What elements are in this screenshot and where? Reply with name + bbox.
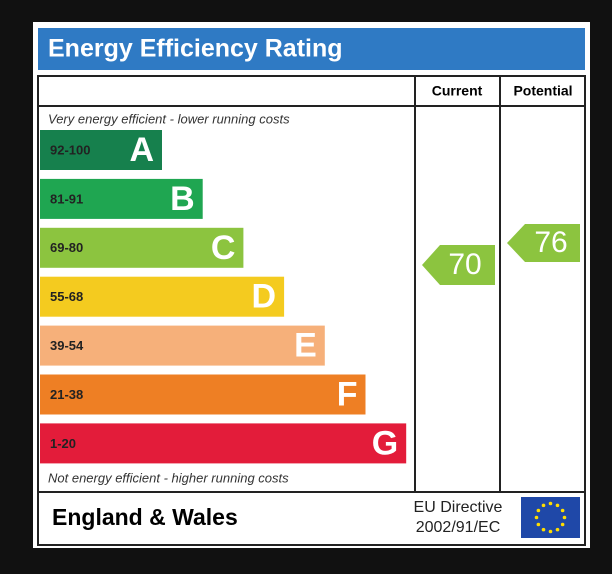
current-arrow <box>422 245 495 285</box>
directive: EU Directive <box>414 499 503 516</box>
eu-stars <box>534 501 567 534</box>
title-bar <box>38 28 585 70</box>
band <box>40 178 203 219</box>
band <box>40 227 244 268</box>
star <box>560 508 565 513</box>
band-letter: A <box>129 131 154 169</box>
band-letter: D <box>252 278 277 316</box>
column-header: Potential <box>513 83 572 99</box>
band <box>40 276 285 317</box>
band <box>40 325 325 366</box>
star <box>555 527 560 532</box>
star <box>536 522 541 527</box>
band <box>40 374 366 415</box>
star <box>560 522 565 527</box>
band-letter: E <box>294 327 317 365</box>
star <box>541 503 546 508</box>
star <box>562 515 567 520</box>
band-letter: C <box>211 229 236 267</box>
top-note: Very energy efficient - lower running co… <box>48 111 290 126</box>
band-letter: F <box>337 375 358 413</box>
title: Energy Efficiency Rating <box>48 35 343 63</box>
bands: 92-100 A 81-91 B 69-80 C 55-68 D 39-54 E 21-38 F 1-2… <box>40 130 407 464</box>
region: England & Wales <box>52 504 238 530</box>
band <box>40 130 162 170</box>
directive: 2002/91/EC <box>416 519 501 536</box>
potential-rating: 76 <box>534 226 567 259</box>
star <box>548 501 553 506</box>
band-range: 21-38 <box>50 387 83 402</box>
band <box>40 423 407 464</box>
potential-arrow <box>507 224 580 262</box>
band-range: 92-100 <box>50 142 90 157</box>
current-rating: 70 <box>448 248 481 281</box>
table-border <box>37 75 586 546</box>
column-header: Current <box>432 83 483 99</box>
star <box>536 508 541 513</box>
band-letter: G <box>372 424 398 462</box>
band-letter: B <box>170 180 195 218</box>
band-range: 81-91 <box>50 191 83 206</box>
star <box>555 503 560 508</box>
band-range: 1-20 <box>50 436 76 451</box>
star <box>534 515 539 520</box>
band-range: 55-68 <box>50 289 83 304</box>
star <box>541 527 546 532</box>
star <box>548 529 553 534</box>
bottom-note: Not energy efficient - higher running co… <box>48 470 289 485</box>
band-range: 39-54 <box>50 338 84 353</box>
band-range: 69-80 <box>50 240 83 255</box>
